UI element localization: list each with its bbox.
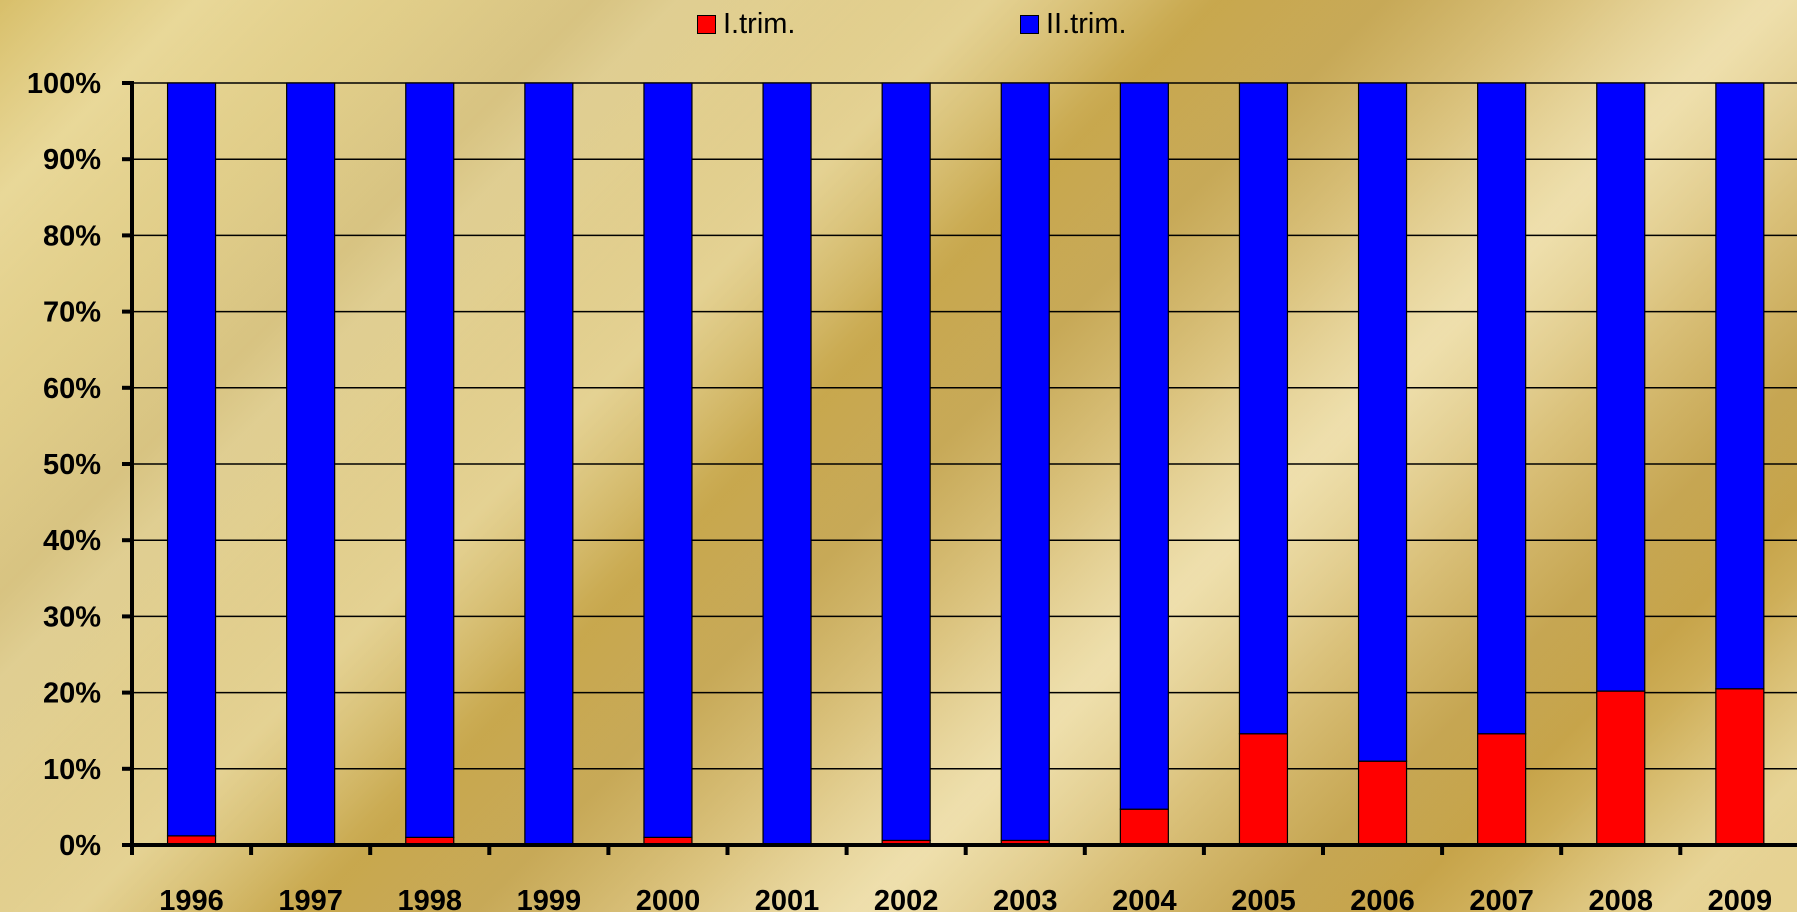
bar-series-2	[1119, 82, 1169, 810]
x-tick-label: 2006	[1350, 885, 1415, 912]
x-tick-label: 2001	[755, 885, 820, 912]
y-tick-label: 70%	[43, 297, 101, 329]
bar-series-1	[1596, 690, 1646, 846]
bar-series-2	[1477, 82, 1527, 735]
bar-series-1	[1238, 733, 1289, 846]
x-tick-label: 1998	[397, 885, 462, 912]
y-tick-label: 0%	[59, 830, 101, 862]
x-tick-label: 2002	[874, 885, 939, 912]
x-tick-label: 2005	[1231, 885, 1296, 912]
legend-swatch-blue	[1020, 15, 1039, 34]
bar-series-1	[1477, 733, 1527, 846]
y-tick-label: 30%	[43, 601, 101, 633]
x-tick-label: 2008	[1588, 885, 1653, 912]
legend-item-series-2: II.trim.	[1020, 8, 1127, 41]
bar-series-2	[762, 82, 812, 846]
x-tick-label: 2004	[1112, 885, 1177, 912]
bar-series-2	[1715, 82, 1765, 690]
y-tick-label: 60%	[43, 373, 101, 405]
x-tick-label: 1996	[159, 885, 224, 912]
legend-swatch-red	[697, 15, 716, 34]
y-tick-label: 90%	[43, 144, 101, 176]
bar-series-2	[643, 82, 693, 838]
bar-series-2	[1357, 82, 1408, 762]
x-tick-label: 1999	[517, 885, 582, 912]
bar-series-2	[1596, 82, 1646, 692]
legend-label-series-1: I.trim.	[723, 8, 796, 40]
bar-series-2	[524, 82, 574, 846]
bar-series-1	[1715, 688, 1765, 846]
x-tick-label: 2000	[636, 885, 701, 912]
bar-series-2	[1000, 82, 1050, 842]
x-tick-label: 2003	[993, 885, 1058, 912]
bar-series-2	[405, 82, 455, 838]
bar-series-2	[286, 82, 336, 846]
x-tick-label: 1997	[278, 885, 343, 912]
y-tick-label: 50%	[43, 449, 101, 481]
y-tick-label: 40%	[43, 525, 101, 557]
bar-series-2	[881, 82, 931, 842]
y-tick-label: 10%	[43, 754, 101, 786]
y-tick-label: 100%	[27, 68, 101, 100]
x-tick-label: 2007	[1469, 885, 1534, 912]
y-tick-label: 80%	[43, 220, 101, 252]
bar-series-1	[1357, 760, 1408, 846]
legend-item-series-1: I.trim.	[697, 8, 796, 41]
bar-series-2	[166, 82, 217, 837]
x-tick-label: 2009	[1708, 885, 1773, 912]
y-tick-label: 20%	[43, 678, 101, 710]
bar-series-1	[1119, 808, 1169, 846]
chart-legend: I.trim. II.trim.	[0, 8, 1797, 44]
bar-series-2	[1238, 82, 1289, 735]
legend-label-series-2: II.trim.	[1046, 8, 1127, 40]
